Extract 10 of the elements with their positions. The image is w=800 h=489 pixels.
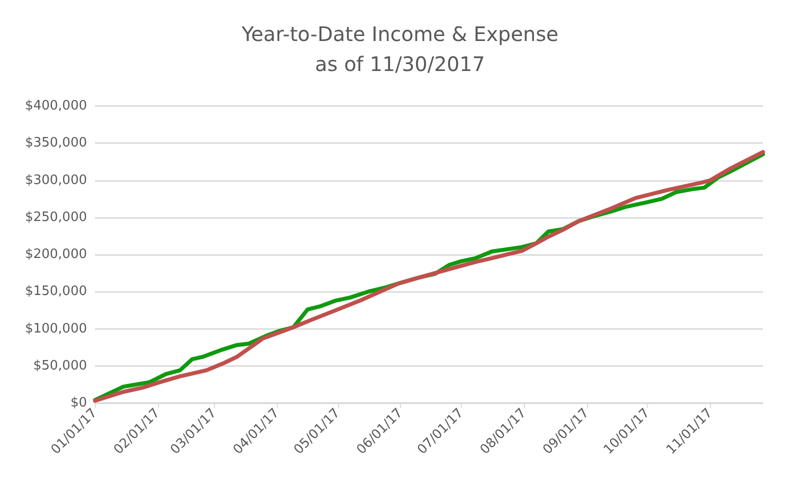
y-tick-label: $250,000 — [24, 210, 87, 225]
y-tick-label: $100,000 — [24, 321, 87, 336]
y-tick-label: $200,000 — [24, 247, 87, 262]
chart-title: Year-to-Date Income & Expense as of 11/30/2017 — [240, 22, 558, 76]
y-tick-label: $300,000 — [24, 172, 87, 188]
y-tick-label: $0 — [70, 396, 87, 410]
y-tick-label: $50,000 — [33, 358, 87, 374]
y-tick-label: $150,000 — [24, 284, 87, 300]
y-tick-label: $350,000 — [24, 136, 87, 151]
y-tick-label: $400,000 — [24, 98, 87, 114]
